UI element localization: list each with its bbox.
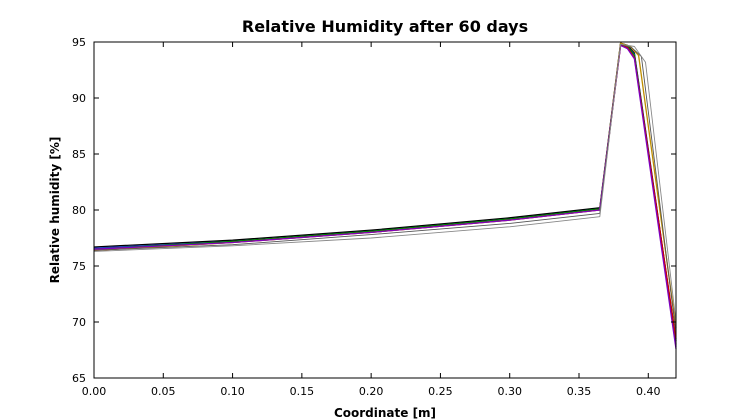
x-tick-label: 0.20 xyxy=(359,385,384,398)
y-tick-label: 95 xyxy=(72,36,86,49)
x-tick-label: 0.05 xyxy=(151,385,176,398)
x-tick-label: 0.30 xyxy=(497,385,522,398)
y-tick-label: 75 xyxy=(72,260,86,273)
y-tick-label: 85 xyxy=(72,148,86,161)
y-tick-label: 80 xyxy=(72,204,86,217)
y-tick-label: 70 xyxy=(72,316,86,329)
x-tick-label: 0.10 xyxy=(220,385,245,398)
x-tick-label: 0.00 xyxy=(82,385,107,398)
x-axis-ticks: 0.00 0.05 0.10 0.15 0.20 0.25 0.30 0.35 0.40 xyxy=(82,42,661,398)
x-tick-label: 0.25 xyxy=(428,385,453,398)
chart-title: Relative Humidity after 60 days xyxy=(242,17,528,36)
series-line-2 xyxy=(93,43,677,347)
y-tick-label: 65 xyxy=(72,372,86,385)
x-axis-label: Coordinate [m] xyxy=(334,406,436,420)
plot-frame xyxy=(93,41,677,379)
series-line-4 xyxy=(93,44,677,339)
series-line-5 xyxy=(93,42,677,328)
series-line-3 xyxy=(93,43,677,345)
series-line-7 xyxy=(93,43,677,334)
x-tick-label: 0.40 xyxy=(636,385,661,398)
y-axis-ticks: 65 70 75 80 85 90 95 xyxy=(72,36,676,385)
y-axis-label: Relative humidity [%] xyxy=(48,137,62,284)
y-tick-label: 90 xyxy=(72,92,86,105)
series-line-8 xyxy=(93,43,677,323)
series-line-1 xyxy=(93,42,677,342)
x-tick-label: 0.35 xyxy=(567,385,592,398)
series-line-6 xyxy=(93,44,677,349)
x-tick-label: 0.15 xyxy=(290,385,315,398)
series-layer xyxy=(93,42,677,349)
